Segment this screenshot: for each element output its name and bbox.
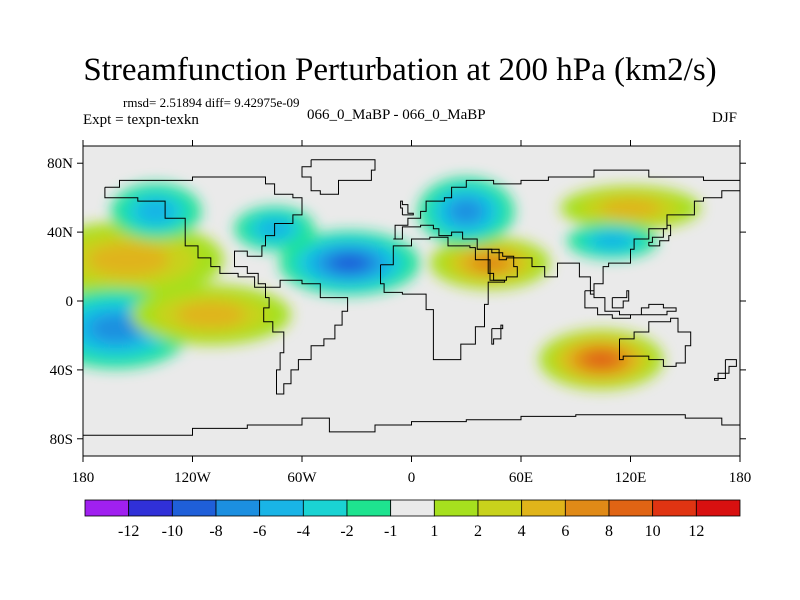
coastline-segment xyxy=(400,200,414,216)
colorbar-box xyxy=(302,499,348,517)
x-tick-label: 180 xyxy=(72,470,95,486)
stats-text: rmsd= 2.51894 diff= 9.42975e-09 xyxy=(123,95,300,110)
colorbar-box xyxy=(171,499,217,517)
colorbar-box xyxy=(564,499,610,517)
colorbar-label: -1 xyxy=(384,523,397,540)
experiment-label: Expt = texpn-texkn xyxy=(83,112,199,128)
x-tick-label: 120W xyxy=(174,470,212,486)
field-positive-australia xyxy=(539,329,664,390)
coastline-segment xyxy=(584,290,677,319)
colorbar-label: -2 xyxy=(340,523,353,540)
colorbar-box xyxy=(259,499,304,517)
colorbar-box xyxy=(84,499,130,517)
field-positive-north-pacific xyxy=(83,221,224,298)
colorbar-label: -10 xyxy=(162,523,183,540)
coastline-segment xyxy=(263,279,349,395)
x-tick-label: 120E xyxy=(615,470,647,486)
coastlines xyxy=(83,159,740,436)
colorbar-label: -8 xyxy=(209,523,222,540)
coastline-segment xyxy=(648,224,672,247)
contour-level xyxy=(90,315,141,342)
colorbar-label: 1 xyxy=(430,523,438,540)
colorbar-box xyxy=(433,499,479,517)
y-tick-label: 40S xyxy=(50,363,73,379)
colorbar: -12 -10 -8 -6 -4 -2 -1 1 2 4 6 8 10 12 xyxy=(84,499,741,540)
coastline-segment xyxy=(619,317,692,367)
y-tick-label: 80N xyxy=(47,156,73,172)
axes: 180 120W 60W 0 60E 120E 180 80N 40N 0 40S 80S xyxy=(47,140,751,486)
field-negative-western-pacific xyxy=(567,222,658,259)
season-label: DJF xyxy=(712,110,738,126)
y-tick-label: 80S xyxy=(50,432,73,448)
colorbar-box xyxy=(346,499,392,517)
colorbar-label: -6 xyxy=(253,523,266,540)
colorbar-label: 10 xyxy=(645,523,661,540)
x-tick-label: 180 xyxy=(729,470,752,486)
colorbar-box xyxy=(128,499,173,517)
coastline-segment xyxy=(393,169,740,295)
contour-level xyxy=(330,254,369,272)
coastline-segment xyxy=(714,359,737,381)
map-area xyxy=(83,146,740,456)
colorbar-label: 8 xyxy=(605,523,613,540)
y-tick-label: 40N xyxy=(47,225,73,241)
y-tick-label: 0 xyxy=(66,294,74,310)
colorbar-box xyxy=(477,499,523,517)
coastline-segment xyxy=(491,324,504,345)
contour-level xyxy=(176,301,246,328)
colorbar-label: -4 xyxy=(297,523,310,540)
colorbar-box xyxy=(521,499,566,517)
colorbar-label: -12 xyxy=(118,523,139,540)
contour-level xyxy=(600,198,661,218)
colorbar-box xyxy=(652,499,697,517)
coastline-segment xyxy=(104,176,303,288)
colorbar-box xyxy=(608,499,654,517)
coastline-segment xyxy=(477,248,518,281)
field-negative-north-pacific-east xyxy=(111,183,201,240)
field-negative-europe-asia xyxy=(418,177,515,246)
colorbar-label: 2 xyxy=(474,523,482,540)
x-tick-label: 60E xyxy=(509,470,533,486)
coastline-segment xyxy=(380,236,506,361)
field-positive-east-pacific-south xyxy=(130,284,291,345)
coastline-segment xyxy=(83,414,740,436)
colorbar-label: 12 xyxy=(688,523,704,540)
case-label: 066_0_MaBP - 066_0_MaBP xyxy=(307,107,486,123)
contour-level xyxy=(584,351,619,368)
field-negative-north-atlantic xyxy=(279,231,420,296)
colorbar-label: 6 xyxy=(561,523,569,540)
field-positive-north-china xyxy=(560,186,701,230)
colorbar-box xyxy=(215,499,261,517)
contour-level xyxy=(592,233,632,249)
coastline-segment xyxy=(301,159,376,195)
chart-title: Streamfunction Perturbation at 200 hPa (… xyxy=(83,52,717,88)
colorbar-label: 4 xyxy=(518,523,526,540)
contour-level xyxy=(136,199,176,224)
contour-level xyxy=(450,200,483,223)
x-tick-label: 0 xyxy=(408,470,416,486)
coastline-segment xyxy=(611,290,630,309)
contour-level xyxy=(87,243,170,276)
x-tick-label: 60W xyxy=(287,470,317,486)
colorbar-box xyxy=(390,499,435,517)
colorbar-box xyxy=(695,499,741,517)
